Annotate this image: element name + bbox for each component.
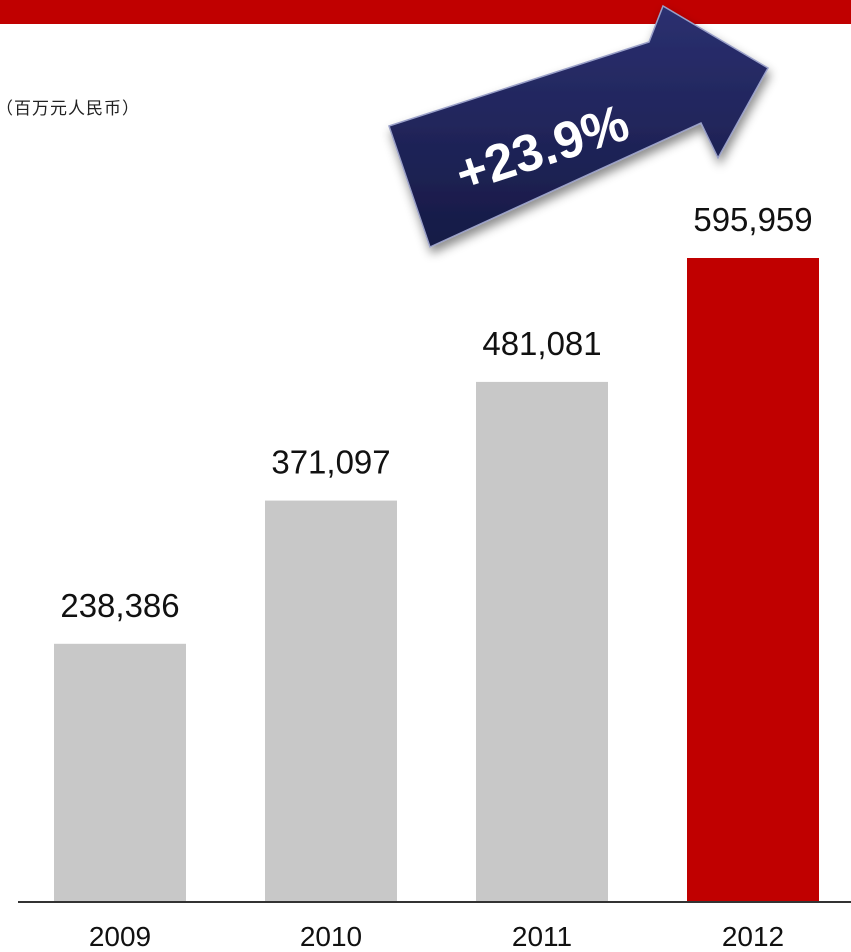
bar-2010 — [265, 500, 397, 901]
bar-value-label-2009: 238,386 — [60, 587, 179, 624]
header-band — [0, 0, 851, 24]
bar-value-label-2011: 481,081 — [482, 325, 601, 362]
growth-arrow-shape — [388, 4, 770, 249]
bar-value-label-2012: 595,959 — [693, 201, 812, 238]
bar-2009 — [54, 643, 186, 901]
x-tick-label-2010: 2010 — [300, 921, 362, 952]
x-tick-label-2012: 2012 — [722, 921, 784, 952]
x-tick-label-2011: 2011 — [512, 921, 572, 952]
bar-2011 — [476, 381, 608, 901]
bar-value-label-2010: 371,097 — [271, 444, 390, 481]
bar-2012 — [687, 258, 819, 901]
x-tick-label-2009: 2009 — [89, 921, 151, 952]
unit-label: （百万元人民币） — [0, 99, 140, 119]
